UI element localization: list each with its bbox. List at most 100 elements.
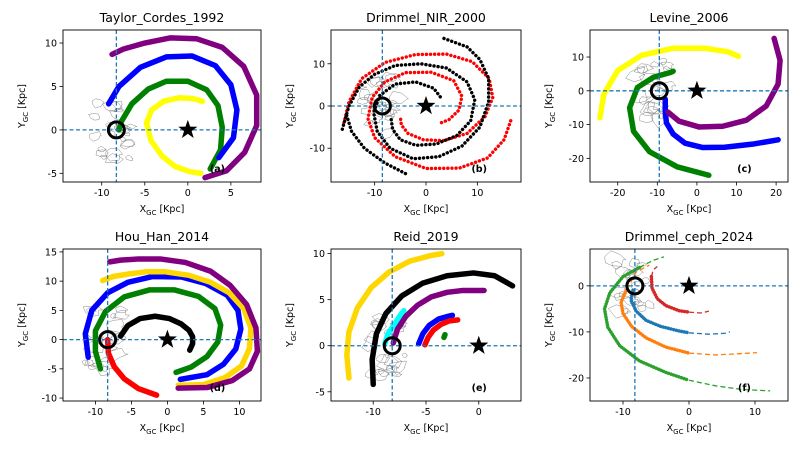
x-tick-label: -10 xyxy=(650,188,666,199)
sun-marker xyxy=(649,81,669,101)
contour-map xyxy=(604,250,656,319)
y-axis-label-sub: GC xyxy=(22,331,30,341)
x-tick-label: 0 xyxy=(694,188,700,199)
contour-line xyxy=(628,258,640,268)
arm-series-4 xyxy=(371,36,491,161)
x-tick-label: 10 xyxy=(730,188,742,199)
panel-label: (f) xyxy=(738,383,751,394)
contour-line xyxy=(99,154,108,160)
contour-line xyxy=(355,83,368,90)
galactic-center-star xyxy=(157,329,177,348)
y-tick-label: -10 xyxy=(41,394,57,405)
contour-line xyxy=(97,145,108,152)
plot-area xyxy=(590,249,788,401)
contour-line xyxy=(383,353,404,368)
arm-series-4 xyxy=(665,35,783,130)
arm-series-1 xyxy=(597,45,742,121)
contour-line xyxy=(102,100,124,112)
contour-line xyxy=(110,312,117,319)
arm-series-3 xyxy=(340,62,477,147)
contour-line xyxy=(358,88,371,100)
panel-title: Taylor_Cordes_1992 xyxy=(99,10,225,25)
contour-line xyxy=(105,147,124,162)
arm-extrapolation-6 xyxy=(626,264,650,290)
contour-line xyxy=(369,76,386,87)
y-axis-label: YGC [Kpc] xyxy=(285,303,298,348)
arm-series-4 xyxy=(109,35,260,181)
panel-label: (d) xyxy=(210,383,225,394)
x-tick-label: -10 xyxy=(365,407,381,418)
contour-line xyxy=(378,370,390,377)
x-tick-label: 5 xyxy=(228,188,234,199)
x-axis-label-base: X xyxy=(140,423,147,434)
x-tick-label: 20 xyxy=(770,188,782,199)
contour-line xyxy=(91,98,105,109)
panel-label: (a) xyxy=(210,164,225,175)
x-axis-label-unit: [Kpc] xyxy=(156,423,184,434)
contour-line xyxy=(641,277,650,284)
y-axis-label-base: Y xyxy=(285,341,296,348)
x-tick-label: 10 xyxy=(233,407,245,418)
x-axis-label-sub: GC xyxy=(410,209,420,217)
x-tick-label: 0 xyxy=(476,407,482,418)
x-axis-label-unit: [Kpc] xyxy=(420,423,448,434)
panel-title: Reid_2019 xyxy=(393,229,458,244)
y-axis-label: YGC [Kpc] xyxy=(285,84,298,129)
sun-marker xyxy=(372,96,392,116)
contour-line xyxy=(82,305,104,317)
contour-line xyxy=(105,121,118,130)
contour-line xyxy=(84,359,96,366)
arm-series-1 xyxy=(104,336,160,398)
y-tick-label: 5 xyxy=(51,306,57,317)
x-axis-label: XGC [Kpc] xyxy=(404,204,449,217)
arm-extrapolation-10 xyxy=(688,310,709,314)
sun-marker xyxy=(625,276,645,296)
arm-series-1 xyxy=(602,265,691,383)
x-tick-label: -20 xyxy=(610,188,626,199)
galactic-center-star xyxy=(687,80,707,99)
contour-line xyxy=(102,366,108,372)
y-tick-label: 10 xyxy=(313,59,325,70)
y-axis-label-sub: GC xyxy=(549,112,557,122)
x-tick-label: -5 xyxy=(127,407,136,418)
y-tick-label: -5 xyxy=(48,364,57,375)
y-tick-label: 5 xyxy=(319,295,325,306)
contour-line xyxy=(650,84,660,91)
contour-line xyxy=(644,299,656,309)
contour-line xyxy=(376,353,400,371)
arm-series-3 xyxy=(382,307,407,347)
arm-series-6 xyxy=(107,256,261,391)
y-axis-label-unit: [Kpc] xyxy=(17,303,28,331)
arm-extrapolation-8 xyxy=(688,331,731,335)
arm-series-4 xyxy=(619,288,691,355)
arm-series-3 xyxy=(105,53,240,161)
contour-line xyxy=(388,90,410,105)
x-tick-label: 10 xyxy=(749,407,761,418)
contour-line xyxy=(125,123,138,130)
contour-line xyxy=(636,65,649,74)
panel-title: Hou_Han_2014 xyxy=(115,229,209,244)
arm-series-1 xyxy=(143,95,206,177)
galactic-center-star xyxy=(178,119,198,138)
y-tick-label: -10 xyxy=(568,327,584,338)
x-axis-label: XGC [Kpc] xyxy=(404,423,449,436)
y-axis-label-sub: GC xyxy=(549,331,557,341)
contour-line xyxy=(650,61,660,68)
x-axis-label-base: X xyxy=(404,204,411,215)
arm-series-5 xyxy=(415,312,456,347)
x-axis-label-unit: [Kpc] xyxy=(420,204,448,215)
contour-line xyxy=(375,80,392,90)
arm-series-5 xyxy=(99,269,254,388)
y-tick-label: 0 xyxy=(51,335,57,346)
contour-line xyxy=(611,260,623,270)
y-axis-label-base: Y xyxy=(544,341,555,348)
x-axis-label-base: X xyxy=(667,204,674,215)
y-tick-label: 10 xyxy=(313,249,325,260)
contour-line xyxy=(646,106,661,115)
y-tick-label: -10 xyxy=(568,120,584,131)
contour-line xyxy=(633,63,655,74)
x-axis-label-base: X xyxy=(140,204,147,215)
y-tick-label: 15 xyxy=(45,247,57,258)
